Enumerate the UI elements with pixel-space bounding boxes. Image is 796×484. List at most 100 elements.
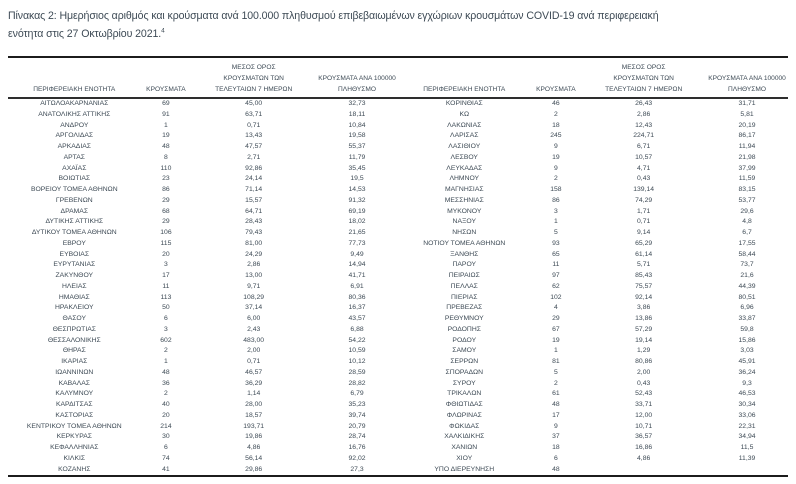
value-cell: 2 — [554, 379, 558, 387]
value-cell: 18,02 — [348, 218, 366, 226]
region-name: ΕΥΡΥΤΑΝΙΑΣ — [53, 261, 96, 269]
value-cell: 92,02 — [348, 454, 366, 462]
region-name: ΛΑΣΙΘΙΟΥ — [448, 143, 481, 150]
table-row: ΚΑΛΥΜΝΟΥ 2 1,14 6,79 ΤΡΙΚΑΛΩΝ 61 52,43 46,53 — [8, 389, 788, 400]
value-cell: 91,32 — [348, 196, 366, 204]
value-cell: 16,37 — [348, 304, 366, 312]
value-cell: 65 — [552, 250, 560, 258]
value-cell: 91 — [162, 110, 170, 118]
value-cell: 214 — [160, 422, 172, 430]
table-row: ΚΕΦΑΛΛΗΝΙΑΣ 6 4,86 16,76 ΧΑΝΙΩΝ 18 16,86 11,5 — [8, 443, 788, 454]
value-cell: 97 — [552, 272, 560, 279]
region-name: ΚΙΛΚΙΣ — [63, 454, 86, 462]
table-row: ΚΑΡΔΙΤΣΑΣ 40 28,00 35,23 ΦΘΙΩΤΙΔΑΣ 48 33,71 30,… — [8, 400, 788, 411]
region-name: ΔΡΑΜΑΣ — [60, 207, 89, 215]
value-cell: 11,94 — [738, 143, 756, 150]
value-cell: 0,43 — [637, 175, 651, 183]
value-cell: 1 — [164, 121, 168, 129]
value-cell: 24,29 — [245, 250, 263, 258]
value-cell: 6,96 — [740, 304, 754, 312]
value-cell: 13,00 — [245, 272, 263, 279]
region-name: ΒΟΙΩΤΙΑΣ — [58, 175, 91, 183]
region-name: ΜΑΓΝΗΣΙΑΣ — [444, 186, 484, 193]
table-row: ΕΥΒΟΙΑΣ 20 24,29 9,49 ΞΑΝΘΗΣ 65 61,14 58,44 — [8, 250, 788, 261]
value-cell: 3 — [164, 325, 168, 333]
value-cell: 29 — [162, 218, 170, 226]
value-cell: 6,91 — [350, 282, 364, 290]
value-cell: 80,36 — [348, 293, 366, 301]
value-cell: 10,59 — [348, 347, 366, 355]
value-cell — [581, 465, 706, 477]
value-cell: 6,00 — [247, 315, 261, 322]
value-cell: 37,14 — [245, 304, 263, 312]
value-cell: 36,29 — [245, 379, 263, 387]
value-cell: 68 — [162, 207, 170, 215]
region-name: ΧΑΛΚΙΔΙΚΗΣ — [444, 433, 485, 441]
value-cell: 5 — [554, 368, 558, 376]
value-cell: 36 — [162, 379, 170, 387]
value-cell: 28,74 — [348, 433, 366, 441]
table-row: ΘΕΣΣΑΛΟΝΙΚΗΣ 602 483,00 54,22 ΡΟΔΟΥ 19 19,14 15… — [8, 336, 788, 347]
table-header-row: ΠΕΡΙΦΕΡΕΙΑΚΗ ΕΝΟΤΗΤΑ ΚΡΟΥΣΜΑΤΑ ΜΕΣΟΣ ΟΡΟΣ Κ… — [8, 57, 788, 99]
value-cell: 4,86 — [637, 454, 651, 462]
value-cell: 74 — [162, 454, 170, 462]
page-title-line2: ενότητα στις 27 Οκτωβρίου 2021.4 — [8, 26, 165, 40]
value-cell: 80,86 — [635, 358, 653, 365]
table-row: ΕΥΡΥΤΑΝΙΑΣ 3 2,86 14,94 ΠΑΡΟΥ 11 5,71 73,7 — [8, 260, 788, 271]
value-cell: 11 — [162, 282, 170, 290]
value-cell: 92,86 — [245, 164, 263, 172]
value-cell: 19,5 — [350, 175, 364, 183]
value-cell: 20,79 — [348, 422, 366, 430]
value-cell: 54,22 — [348, 336, 366, 344]
value-cell: 20 — [162, 250, 170, 258]
table-row: ΑΙΤΩΛΟΑΚΑΡΝΑΝΙΑΣ 69 45,00 32,73 ΚΟΡΙΝΘΙΑΣ 46 2… — [8, 98, 788, 110]
value-cell: 2,00 — [247, 347, 261, 355]
region-name: ΣΥΡΟΥ — [452, 379, 476, 387]
value-cell: 50 — [162, 304, 170, 312]
value-cell: 35,45 — [348, 164, 366, 172]
value-cell: 85,43 — [635, 272, 653, 279]
value-cell: 0,71 — [247, 358, 261, 365]
region-name: ΧΙΟΥ — [456, 454, 473, 462]
region-name: ΑΡΚΑΔΙΑΣ — [57, 143, 91, 150]
value-cell: 28,00 — [245, 401, 263, 408]
value-cell: 14,94 — [348, 261, 366, 269]
value-cell: 11,79 — [348, 153, 366, 161]
region-name: ΤΡΙΚΑΛΩΝ — [447, 390, 482, 398]
region-name: ΑΝΑΤΟΛΙΚΗΣ ΑΤΤΙΚΗΣ — [38, 110, 111, 118]
region-name: ΡΟΔΟΥ — [452, 336, 477, 344]
region-name: ΠΕΙΡΑΙΩΣ — [448, 272, 480, 279]
value-cell: 4 — [554, 304, 558, 312]
region-name: ΜΕΣΣΗΝΙΑΣ — [444, 196, 484, 204]
region-name: ΚΕΝΤΡΙΚΟΥ ΤΟΜΕΑ ΑΘΗΝΩΝ — [26, 422, 122, 430]
value-cell: 3 — [554, 207, 558, 215]
table-row: ΔΥΤΙΚΗΣ ΑΤΤΙΚΗΣ 29 28,43 18,02 ΝΑΞΟΥ 1 0,71 4,8 — [8, 217, 788, 228]
value-cell: 224,71 — [633, 132, 655, 140]
value-cell: 1 — [554, 347, 558, 355]
value-cell: 39,74 — [348, 411, 366, 419]
value-cell: 10,57 — [635, 153, 653, 161]
value-cell: 17 — [162, 272, 170, 279]
value-cell: 3 — [164, 261, 168, 269]
value-cell: 3,86 — [637, 304, 651, 312]
value-cell: 9,49 — [350, 250, 364, 258]
value-cell: 2 — [554, 110, 558, 118]
table-row: ΚΕΝΤΡΙΚΟΥ ΤΟΜΕΑ ΑΘΗΝΩΝ 214 193,71 20,79 ΦΩΚΙ… — [8, 422, 788, 433]
value-cell: 86 — [552, 196, 560, 204]
table-row: ΑΝΑΤΟΛΙΚΗΣ ΑΤΤΙΚΗΣ 91 63,71 18,11 ΚΩ 2 2,86 5,8… — [8, 110, 788, 121]
value-cell: 64,71 — [245, 207, 263, 215]
region-name: ΛΑΚΩΝΙΑΣ — [447, 121, 482, 129]
value-cell: 55,37 — [348, 143, 366, 150]
page-title: Πίνακας 2: Ημερήσιος αριθμός και κρούσμα… — [8, 8, 790, 43]
value-cell: 41,71 — [348, 272, 366, 279]
region-name: ΕΥΒΟΙΑΣ — [59, 250, 90, 258]
region-name: ΙΩΑΝΝΙΝΩΝ — [55, 368, 94, 376]
value-cell: 9,71 — [247, 282, 261, 290]
region-name: ΛΗΜΝΟΥ — [449, 175, 480, 183]
table-row: ΙΩΑΝΝΙΝΩΝ 48 46,57 28,59 ΣΠΟΡΑΔΩΝ 5 2,00 36,24 — [8, 368, 788, 379]
value-cell: 10,71 — [635, 422, 653, 430]
region-name: ΘΕΣΠΡΩΤΙΑΣ — [52, 325, 96, 333]
value-cell: 9,14 — [637, 229, 651, 236]
value-cell: 2,43 — [247, 325, 261, 333]
value-cell: 37 — [552, 433, 560, 441]
